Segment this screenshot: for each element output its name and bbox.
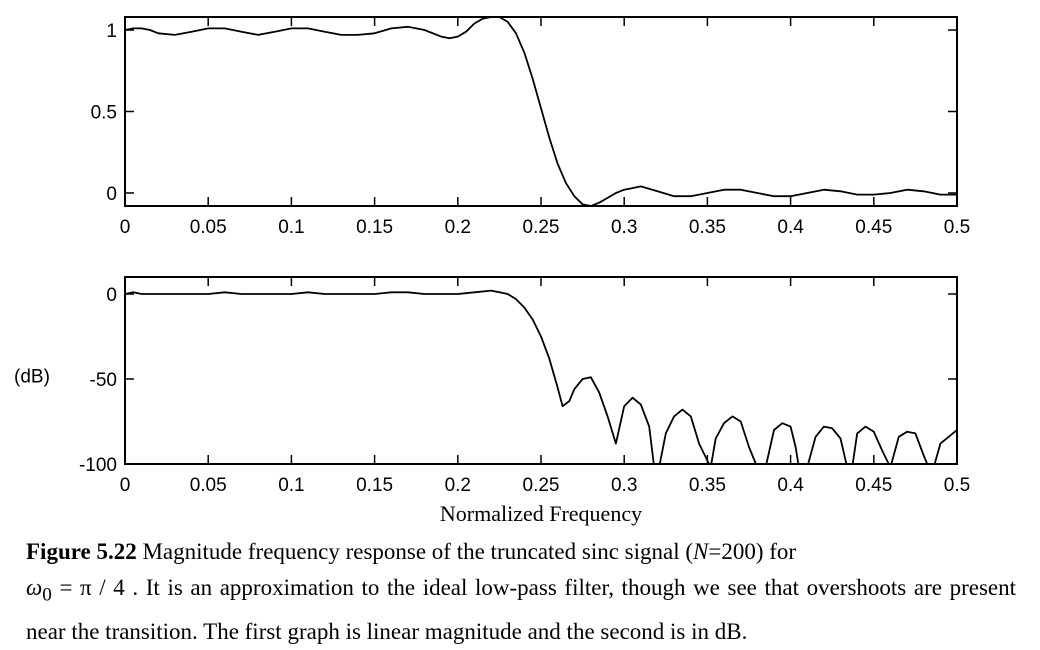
x-tick-label: 0.45 [855,475,892,496]
x-tick-label: 0.5 [944,475,970,496]
x-tick-label: 0.2 [445,217,471,238]
x-tick-label: 0.15 [356,475,393,496]
caption-omega: ω [26,575,43,600]
caption-text-2: . It is an approximation to the ideal lo… [26,575,1016,644]
x-tick-label: 0.3 [611,475,637,496]
x-tick-label: 0.1 [278,217,304,238]
x-tick-label: 0.35 [689,475,726,496]
caption-text-1: Magnitude frequency response of the trun… [136,539,694,564]
caption-n-value: =200) for [708,539,797,564]
x-tick-label: 0.2 [445,475,471,496]
y-tick-label: 1 [106,21,117,42]
caption-n-variable: N [693,539,709,564]
x-tick-label: 0.4 [777,217,804,238]
series-line [125,289,957,464]
plot-frame [124,276,958,465]
figure-caption: Figure 5.22 Magnitude frequency response… [26,534,1016,650]
x-tick-label: 0.05 [190,475,227,496]
x-tick-label: 0.15 [356,217,393,238]
x-tick-label: 0 [120,217,131,238]
y-tick-label: 0 [106,184,117,205]
x-axis-label: Normalized Frequency [440,501,642,526]
x-tick-label: 0 [120,475,131,496]
x-tick-label: 0.3 [611,217,637,238]
x-tick-label: 0.25 [523,475,560,496]
x-tick-label: 0.05 [190,217,227,238]
caption-label: Figure 5.22 [26,539,137,564]
x-tick-label: 0.35 [689,217,726,238]
x-tick-label: 0.5 [944,217,970,238]
caption-omega-subscript: 0 [42,584,52,606]
caption-omega-value: = π / 4 [51,575,125,600]
y-tick-label: 0.5 [91,103,117,124]
x-tick-label: 0.1 [278,475,304,496]
y-tick-label: -100 [79,455,117,476]
db-magnitude-plot: 0 0.05 0.1 0.15 0.2 0.25 0.3 0.35 0.4 0.45 0.5 -100… [14,276,970,526]
y-axis-label: (dB) [14,367,50,388]
y-tick-label: -50 [90,370,117,391]
x-tick-label: 0.45 [855,217,892,238]
series-line [125,17,957,206]
figure-plots: 0 0.05 0.1 0.15 0.2 0.25 0.3 0.35 0.4 0.45 0.5 0 0.5… [14,16,970,526]
linear-magnitude-plot: 0 0.05 0.1 0.15 0.2 0.25 0.3 0.35 0.4 0.45 0.5 0 0.5… [91,16,970,238]
x-tick-label: 0.4 [777,475,804,496]
x-tick-label: 0.25 [523,217,560,238]
y-tick-label: 0 [106,285,117,306]
